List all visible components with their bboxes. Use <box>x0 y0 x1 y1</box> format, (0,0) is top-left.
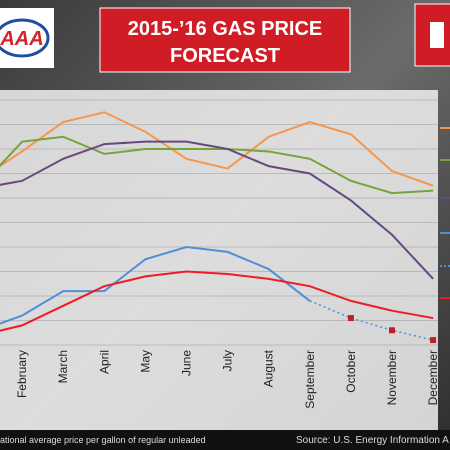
x-tick-label: April <box>97 350 111 374</box>
series-line <box>0 111 434 187</box>
x-tick-label: June <box>180 350 194 376</box>
series-line <box>0 270 434 332</box>
logo-ring <box>0 18 50 58</box>
x-tick-label: March <box>56 350 70 383</box>
legend <box>440 127 450 299</box>
series-line <box>0 245 311 325</box>
chart-subtitle: FORECAST <box>170 45 280 67</box>
x-tick-label: September <box>303 350 317 409</box>
x-tick-label: July <box>221 350 235 371</box>
x-tick-label: October <box>344 350 358 393</box>
logo-box <box>0 8 54 68</box>
footer-bar <box>0 430 450 450</box>
forecast-marker <box>389 327 395 334</box>
source: Source: U.S. Energy Information A <box>296 435 449 446</box>
forecast-marker <box>347 315 354 322</box>
x-tick-label: December <box>426 350 440 405</box>
title-box <box>99 7 351 73</box>
x-tick-label: May <box>138 350 152 373</box>
chart-title: 2015-’16 GAS PRICE <box>128 18 323 40</box>
series-line <box>309 300 434 341</box>
logo-text: AAA <box>0 28 44 50</box>
series-line <box>0 135 434 195</box>
series-line <box>0 140 434 280</box>
footnote: ational average price per gallon of regu… <box>0 435 206 445</box>
forecast-marker <box>430 337 437 344</box>
x-tick-label: November <box>385 350 399 405</box>
x-tick-label: August <box>262 349 276 387</box>
x-tick-label: February <box>15 350 29 398</box>
pump-icon <box>430 22 444 48</box>
